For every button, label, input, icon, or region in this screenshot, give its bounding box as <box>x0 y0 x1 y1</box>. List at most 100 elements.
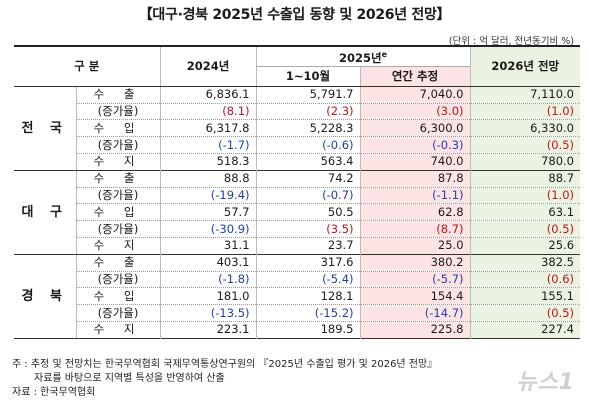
table-row: (증가율) (8.1) (2.3) (3.0) (1.0) <box>14 102 581 120</box>
cell-jan-oct: (-0.6) <box>255 136 361 154</box>
cell-v2024: (-1.7) <box>159 136 257 154</box>
cell-jan-oct: 128.1 <box>255 287 361 305</box>
cell-v2026: 25.6 <box>469 237 581 255</box>
cell-v2026: (1.0) <box>469 186 581 204</box>
cell-jan-oct: 563.4 <box>255 153 361 171</box>
footnotes: 주 : 추정 및 전망치는 한국무역협회 국제무역통상연구원의 『2025년 수… <box>12 358 437 400</box>
header-2025-sup: e <box>381 50 388 59</box>
table-row: (증가율) (-30.9) (3.5) (8.7) (0.5) <box>14 220 581 238</box>
cell-v2026: 6,330.0 <box>469 119 581 137</box>
cell-v2026: (1.0) <box>469 102 581 120</box>
table-row: 수 입 57.7 50.5 62.8 63.1 <box>14 203 581 221</box>
cell-jan-oct: 5,228.3 <box>255 119 361 137</box>
header-category: 구 분 <box>14 46 161 87</box>
cell-jan-oct: 50.5 <box>255 203 361 221</box>
cell-annual: 25.0 <box>359 237 471 255</box>
row-label: 수 지 <box>75 153 161 171</box>
region-label: 경 북 <box>14 254 76 339</box>
cell-v2026: (0.6) <box>469 270 581 288</box>
cell-v2024: (-1.8) <box>159 270 257 288</box>
cell-v2024: 6,317.8 <box>159 119 257 137</box>
table-row: 수 입 6,317.8 5,228.3 6,300.0 6,330.0 <box>14 119 581 137</box>
unit-label: (단위 : 억 달러, 전년동기비 %) <box>448 36 574 47</box>
row-label: (증가율) <box>75 186 161 204</box>
cell-v2024: 57.7 <box>159 203 257 221</box>
table-row: (증가율) (-1.8) (-5.4) (-5.7) (0.6) <box>14 270 581 288</box>
cell-annual: 87.8 <box>359 170 471 188</box>
cell-jan-oct: 74.2 <box>255 170 361 188</box>
cell-jan-oct: 23.7 <box>255 237 361 255</box>
table-row: (증가율) (-1.7) (-0.6) (-0.3) (0.5) <box>14 136 581 154</box>
row-label: (증가율) <box>75 270 161 288</box>
row-label: 수 입 <box>75 119 161 137</box>
cell-v2026: 155.1 <box>469 287 581 305</box>
cell-v2024: 181.0 <box>159 287 257 305</box>
cell-annual: 380.2 <box>359 254 471 272</box>
watermark-logo: 뉴스1 <box>516 370 575 395</box>
cell-v2024: 223.1 <box>159 320 257 339</box>
row-label: (증가율) <box>75 102 161 120</box>
header-annual-est: 연간 추정 <box>359 66 471 87</box>
row-label: 수 입 <box>75 287 161 305</box>
cell-annual: 225.8 <box>359 320 471 339</box>
cell-jan-oct: (3.5) <box>255 220 361 238</box>
row-label: 수 출 <box>75 170 161 188</box>
table-row: 수 입 181.0 128.1 154.4 155.1 <box>14 287 581 305</box>
row-label: (증가율) <box>75 220 161 238</box>
cell-v2026: 7,110.0 <box>469 86 581 104</box>
cell-annual: 154.4 <box>359 287 471 305</box>
cell-v2026: 227.4 <box>469 320 581 339</box>
row-label: 수 지 <box>75 237 161 255</box>
cell-annual: (-1.1) <box>359 186 471 204</box>
cell-v2026: 88.7 <box>469 170 581 188</box>
cell-v2024: 31.1 <box>159 237 257 255</box>
table-row: (증가율) (-13.5) (-15.2) (-14.7) (0.5) <box>14 304 581 322</box>
cell-jan-oct: (2.3) <box>255 102 361 120</box>
cell-v2024: (8.1) <box>159 102 257 120</box>
cell-jan-oct: 189.5 <box>255 320 361 339</box>
cell-v2024: 403.1 <box>159 254 257 272</box>
cell-annual: 740.0 <box>359 153 471 171</box>
header-2025-label: 2025년 <box>339 50 382 65</box>
region-label: 전 국 <box>14 86 76 171</box>
region-label: 대 구 <box>14 170 76 255</box>
cell-v2024: (-13.5) <box>159 304 257 322</box>
table-row: (증가율) (-19.4) (-0.7) (-1.1) (1.0) <box>14 186 581 204</box>
header-2026: 2026년 전망 <box>469 46 581 87</box>
cell-v2024: 88.8 <box>159 170 257 188</box>
row-label: (증가율) <box>75 136 161 154</box>
cell-v2024: 518.3 <box>159 153 257 171</box>
cell-v2026: 780.0 <box>469 153 581 171</box>
page-title: 【대구·경북 2025년 수출입 동향 및 2026년 전망】 <box>138 7 451 23</box>
row-label: 수 지 <box>75 320 161 339</box>
cell-jan-oct: 5,791.7 <box>255 86 361 104</box>
cell-annual: 7,040.0 <box>359 86 471 104</box>
table-row: 수 지 223.1 189.5 225.8 227.4 <box>14 320 581 339</box>
cell-annual: (8.7) <box>359 220 471 238</box>
cell-jan-oct: (-5.4) <box>255 270 361 288</box>
footnote-line: 자료를 바탕으로 지역별 특성을 반영하여 산출 <box>34 373 225 384</box>
header-2024: 2024년 <box>159 46 257 87</box>
cell-v2024: (-30.9) <box>159 220 257 238</box>
cell-annual: 62.8 <box>359 203 471 221</box>
cell-v2026: (0.5) <box>469 220 581 238</box>
cell-v2024: (-19.4) <box>159 186 257 204</box>
cell-annual: (-5.7) <box>359 270 471 288</box>
cell-v2026: 382.5 <box>469 254 581 272</box>
header-jan-oct: 1~10월 <box>255 66 361 87</box>
table-row: 수 지 518.3 563.4 740.0 780.0 <box>14 153 581 171</box>
trade-table: 구 분 2024년 2025년e 2026년 전망 1~10월 연간 추정 전 … <box>14 45 581 339</box>
row-label: (증가율) <box>75 304 161 322</box>
cell-annual: (-0.3) <box>359 136 471 154</box>
header-2025: 2025년e <box>255 46 471 67</box>
source-line: 자료 : 한국무역협회 <box>12 387 96 398</box>
row-label: 수 입 <box>75 203 161 221</box>
cell-annual: (-14.7) <box>359 304 471 322</box>
footnote-line: 주 : 추정 및 전망치는 한국무역협회 국제무역통상연구원의 『2025년 수… <box>12 359 438 370</box>
cell-jan-oct: (-0.7) <box>255 186 361 204</box>
table-row: 수 지 31.1 23.7 25.0 25.6 <box>14 237 581 255</box>
row-label: 수 출 <box>75 86 161 104</box>
